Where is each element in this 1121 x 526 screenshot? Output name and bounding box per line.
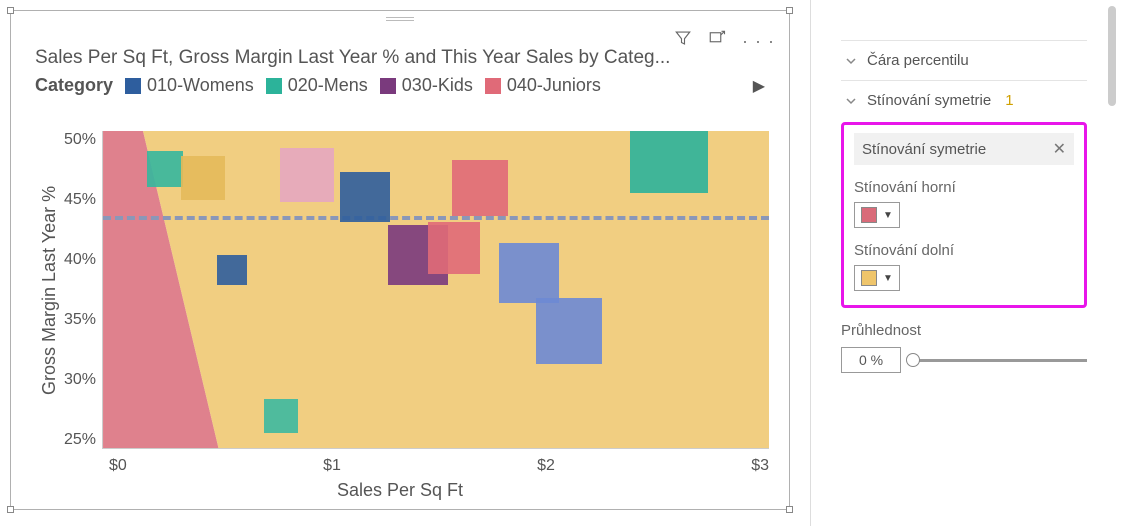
scatter-marker[interactable] xyxy=(340,172,390,222)
y-axis-label: Gross Margin Last Year % xyxy=(35,131,64,449)
resize-handle[interactable] xyxy=(7,506,14,513)
legend-item[interactable]: 010-Womens xyxy=(125,75,254,96)
upper-shading-color-picker[interactable]: ▼ xyxy=(854,202,900,228)
transparency-slider[interactable] xyxy=(913,359,1087,362)
drag-grip-icon[interactable] xyxy=(386,17,414,21)
pane-scrollbar[interactable] xyxy=(1099,0,1121,526)
lower-shading-label: Stínování dolní xyxy=(854,242,1074,259)
resize-handle[interactable] xyxy=(786,7,793,14)
lower-shading-color-picker[interactable]: ▼ xyxy=(854,265,900,291)
chart-legend: Category 010-Womens 020-Mens 030-Kids 040-J… xyxy=(11,75,789,100)
resize-handle[interactable] xyxy=(786,506,793,513)
legend-title: Category xyxy=(35,75,113,96)
legend-item[interactable]: 030-Kids xyxy=(380,75,473,96)
symmetry-shading-section: Stínování symetrie ✕ Stínování horní ▼ S… xyxy=(841,122,1087,308)
legend-next-icon[interactable]: ▶ xyxy=(753,76,765,96)
accordion-row[interactable]: Stínování symetrie1 xyxy=(841,80,1087,120)
scatter-marker[interactable] xyxy=(147,151,183,187)
transparency-input[interactable]: 0 % xyxy=(841,347,901,373)
focus-mode-icon[interactable] xyxy=(708,29,726,52)
more-options-icon[interactable]: · · · xyxy=(742,36,775,46)
upper-shading-label: Stínování horní xyxy=(854,179,1074,196)
close-icon[interactable]: ✕ xyxy=(1053,139,1066,159)
x-axis-label: Sales Per Sq Ft xyxy=(11,480,789,501)
scatter-marker[interactable] xyxy=(264,399,298,433)
scatter-marker[interactable] xyxy=(217,255,247,285)
section-title: Stínování symetrie xyxy=(862,141,986,158)
scatter-marker[interactable] xyxy=(428,222,480,274)
y-axis-ticks: 50%45%40%35%30%25% xyxy=(64,131,102,449)
format-pane: Čára percentiluStínování symetrie1 Stíno… xyxy=(811,0,1099,526)
scatter-marker[interactable] xyxy=(280,148,334,202)
resize-handle[interactable] xyxy=(7,7,14,14)
scatter-marker[interactable] xyxy=(181,156,225,200)
chart-plot-area[interactable] xyxy=(102,131,769,449)
chart-visual[interactable]: · · · Sales Per Sq Ft, Gross Margin Last… xyxy=(10,10,790,510)
scatter-marker[interactable] xyxy=(630,131,708,193)
filter-icon[interactable] xyxy=(674,29,692,52)
scatter-marker[interactable] xyxy=(499,243,559,303)
legend-item[interactable]: 040-Juniors xyxy=(485,75,601,96)
accordion-row[interactable]: Čára percentilu xyxy=(841,40,1087,80)
scatter-marker[interactable] xyxy=(536,298,602,364)
scatter-marker[interactable] xyxy=(452,160,508,216)
legend-item[interactable]: 020-Mens xyxy=(266,75,368,96)
transparency-label: Průhlednost xyxy=(841,322,1087,339)
x-axis-ticks: $0$1$2$3 xyxy=(109,457,769,475)
